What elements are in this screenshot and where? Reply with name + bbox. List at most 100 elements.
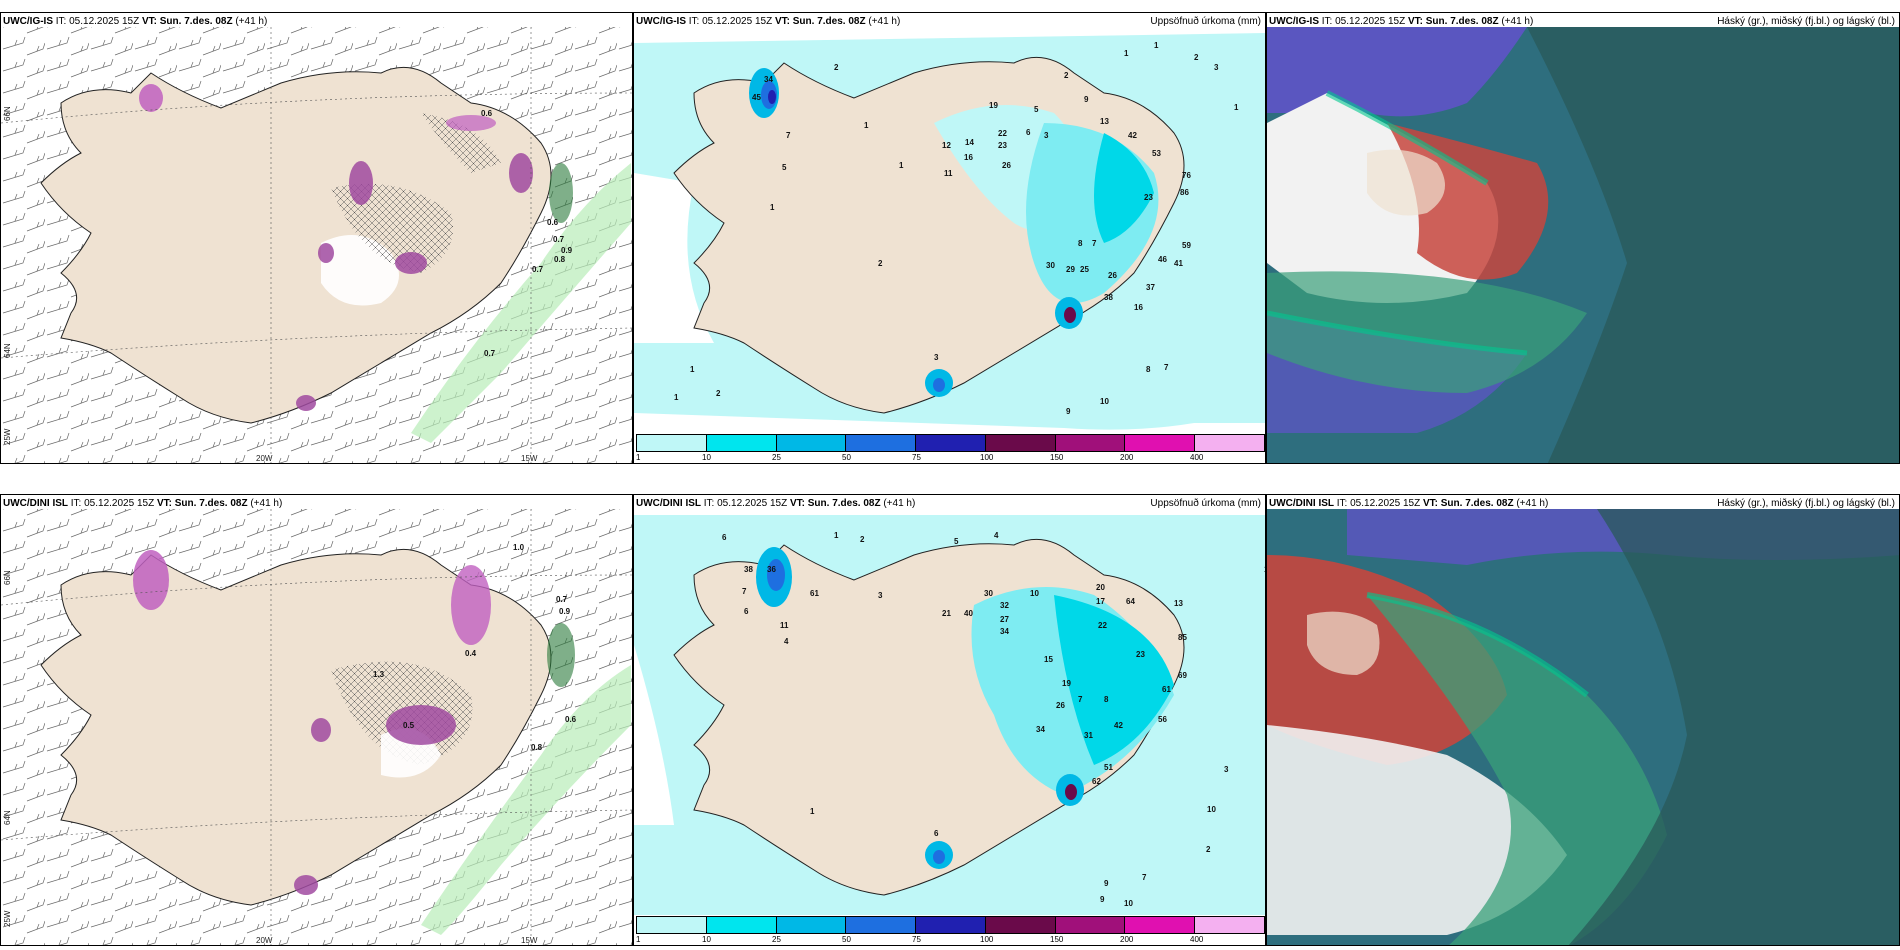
precip-value: 8 (1104, 695, 1109, 704)
precip-value: 13 (1100, 117, 1109, 126)
colorbar-swatch (706, 435, 777, 451)
lat-label: 66N (3, 106, 12, 121)
precip-value: 5 (1034, 105, 1039, 114)
lat-label: 66N (3, 570, 12, 585)
precip-value: 13 (1174, 599, 1183, 608)
colorbar-tick: 50 (842, 453, 851, 462)
lon-label: 25W (3, 910, 12, 927)
precip-value: 59 (1182, 241, 1191, 250)
colorbar-swatch (637, 917, 707, 933)
panel-header: UWC/DINI ISL IT: 05.12.2025 15Z VT: Sun.… (1269, 498, 1549, 509)
precip-value: 26 (1056, 701, 1065, 710)
wind-value: 0.7 (553, 235, 565, 244)
precip-value: 38 (744, 565, 753, 574)
precip-value: 4 (784, 637, 789, 646)
precip-value: 16 (964, 153, 973, 162)
colorbar-tick: 25 (772, 453, 781, 462)
precip-value: 56 (1158, 715, 1167, 724)
lon-label: 20W (256, 454, 273, 463)
precip-value: 53 (1152, 149, 1161, 158)
precip-value: 36 (767, 565, 776, 574)
precip-value: 1 (1154, 41, 1159, 50)
precip-value: 21 (942, 609, 951, 618)
cloud-map (1267, 27, 1899, 463)
panel-precip-top: UWC/IG-IS IT: 05.12.2025 15Z VT: Sun. 7.… (633, 12, 1266, 464)
colorbar-tick: 25 (772, 935, 781, 944)
precip-value: 16 (1134, 303, 1143, 312)
precip-colorbar (636, 434, 1265, 452)
precip-value: 86 (1180, 188, 1189, 197)
precip-value: 6 (744, 607, 749, 616)
precip-value: 64 (1126, 597, 1135, 606)
colorbar-swatch (985, 917, 1056, 933)
precip-value: 34 (764, 75, 773, 84)
precip-value: 23 (1144, 193, 1153, 202)
precip-value: 19 (989, 101, 998, 110)
wind-value: 0.6 (481, 109, 493, 118)
colorbar-swatch (1125, 917, 1196, 933)
precip-value: 2 (716, 389, 721, 398)
colorbar-swatch (776, 917, 847, 933)
colorbar-swatch (1195, 435, 1265, 451)
colorbar-tick: 75 (912, 935, 921, 944)
precip-map (634, 33, 1265, 430)
precip-value: 34 (1036, 725, 1045, 734)
precip-value: 8 (1146, 365, 1151, 374)
precip-value: 5 (954, 537, 959, 546)
lat-label: 64N (3, 810, 12, 825)
precip-value: 26 (1108, 271, 1117, 280)
precip-value: 3 (1214, 63, 1219, 72)
precip-value: 17 (1096, 597, 1105, 606)
panel-header: UWC/IG-IS IT: 05.12.2025 15Z VT: Sun. 7.… (3, 16, 268, 27)
precip-value: 1 (1124, 49, 1129, 58)
panel-header: UWC/DINI ISL IT: 05.12.2025 15Z VT: Sun.… (3, 498, 283, 509)
precip-value: 9 (1100, 895, 1105, 904)
lon-label: 15W (521, 454, 538, 463)
panel-cloud-bottom: UWC/DINI ISL IT: 05.12.2025 15Z VT: Sun.… (1266, 494, 1900, 946)
precip-value: 37 (1146, 283, 1155, 292)
precip-value: 22 (998, 129, 1007, 138)
precip-value: 1 (864, 121, 869, 130)
precip-value: 8 (1078, 239, 1083, 248)
panel-header: UWC/IG-IS IT: 05.12.2025 15Z VT: Sun. 7.… (636, 16, 901, 27)
precip-value: 20 (1096, 583, 1105, 592)
colorbar-swatch (916, 435, 986, 451)
precip-value: 31 (1084, 731, 1093, 740)
colorbar-ticks: 1 10 25 50 75 100 150 200 400 (636, 453, 1265, 463)
precip-value: 7 (1142, 873, 1147, 882)
precip-value: 11 (780, 621, 789, 630)
precip-value: 2 (1064, 71, 1069, 80)
panel-header: UWC/DINI ISL IT: 05.12.2025 15Z VT: Sun.… (636, 498, 916, 509)
precip-value: 6 (1026, 128, 1031, 137)
colorbar-swatch (1055, 917, 1126, 933)
colorbar-tick: 200 (1120, 453, 1134, 462)
precip-value: 46 (1158, 255, 1167, 264)
precip-value: 7 (1078, 695, 1083, 704)
colorbar-swatch (846, 917, 917, 933)
precip-value: 3 (1224, 765, 1229, 774)
precip-value: 7 (742, 587, 747, 596)
colorbar-tick: 150 (1050, 935, 1064, 944)
precip-value: 1 (770, 203, 775, 212)
colorbar-tick: 400 (1190, 935, 1204, 944)
precip-value: 42 (1114, 721, 1123, 730)
colorbar-tick: 400 (1190, 453, 1204, 462)
precip-value: 29 (1066, 265, 1075, 274)
colorbar-tick: 10 (702, 453, 711, 462)
colorbar-tick: 1 (636, 935, 641, 944)
precip-value: 2 (878, 259, 883, 268)
wind-value: 0.8 (554, 255, 566, 264)
colorbar-tick: 10 (702, 935, 711, 944)
precip-value: 1 (810, 807, 815, 816)
panel-precip-bottom: UWC/DINI ISL IT: 05.12.2025 15Z VT: Sun.… (633, 494, 1266, 946)
precip-map (634, 515, 1265, 915)
precip-value: 27 (1000, 615, 1009, 624)
precip-value: 19 (1062, 679, 1071, 688)
wind-value: 0.9 (561, 246, 573, 255)
precip-value: 69 (1178, 671, 1187, 680)
wind-map (1, 509, 632, 945)
precip-value: 7 (1092, 239, 1097, 248)
colorbar-swatch (776, 435, 847, 451)
precip-value: 9 (1084, 95, 1089, 104)
precip-value: 61 (1162, 685, 1171, 694)
